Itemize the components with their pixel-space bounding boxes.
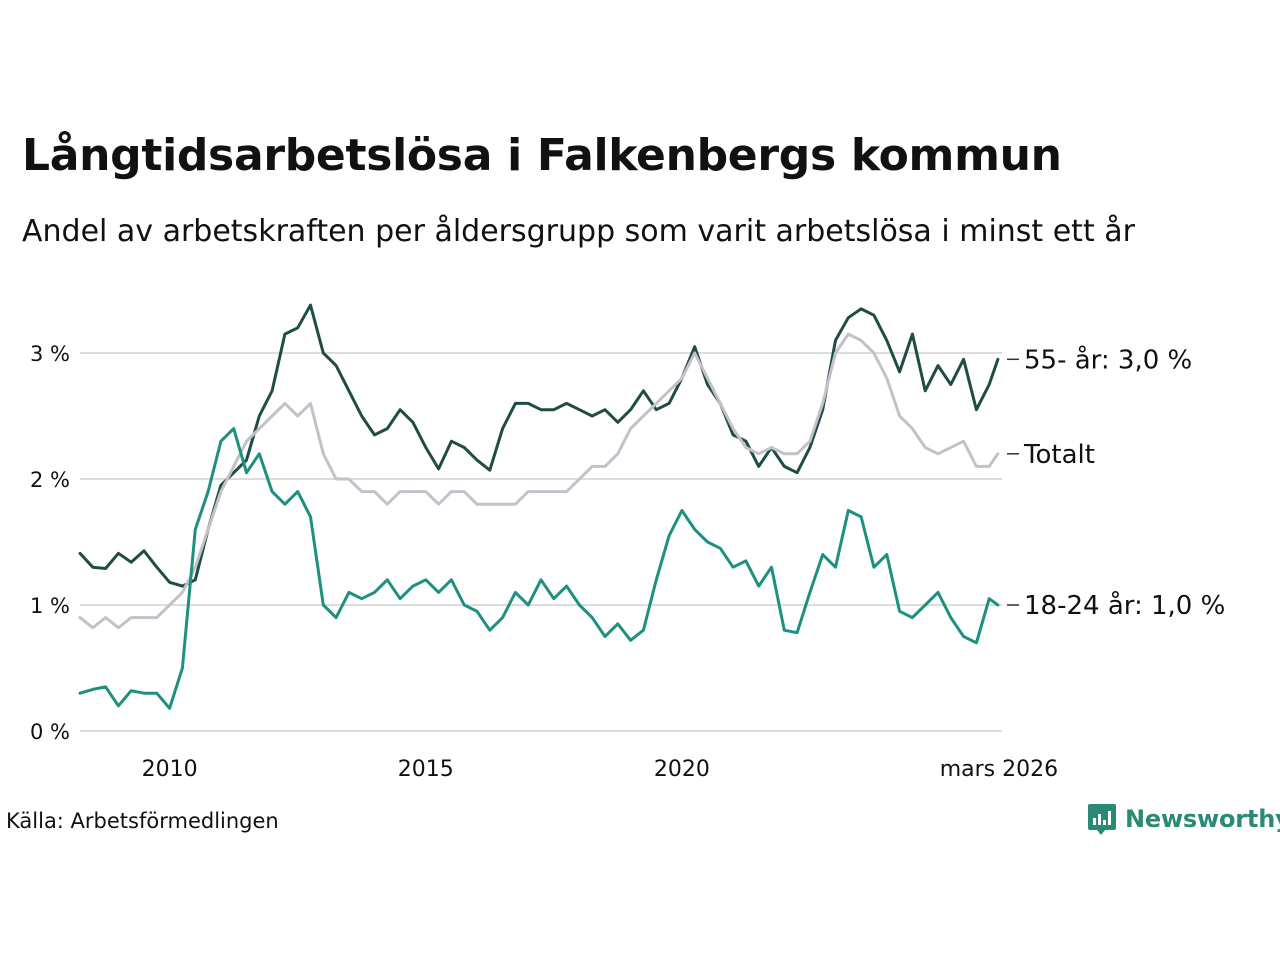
newsworthy-brand[interactable]: Newsworthy xyxy=(1087,802,1280,836)
source-label: Källa: Arbetsförmedlingen xyxy=(6,809,279,833)
series-line xyxy=(78,332,1000,630)
brand-name: Newsworthy xyxy=(1125,805,1280,833)
newsworthy-logo-icon xyxy=(1088,804,1116,835)
chart-title: Långtidsarbetslösa i Falkenbergs kommun xyxy=(22,130,1062,181)
series-line xyxy=(78,303,1000,588)
x-tick-label: 2010 xyxy=(142,757,198,782)
y-tick-label: 3 % xyxy=(30,342,70,366)
x-tick-label: 2015 xyxy=(398,757,454,782)
chart-subtitle: Andel av arbetskraften per åldersgrupp s… xyxy=(22,214,1135,249)
series-end-label: 18-24 år: 1,0 % xyxy=(1024,590,1225,621)
series-end-label: Totalt xyxy=(1023,440,1095,470)
x-tick-label: 2020 xyxy=(654,757,710,782)
y-tick-label: 2 % xyxy=(30,468,70,492)
y-tick-label: 0 % xyxy=(30,720,70,744)
series-end-label: 55- år: 3,0 % xyxy=(1024,344,1192,375)
series-line xyxy=(78,427,1000,710)
x-tick-label: mars 2026 xyxy=(940,757,1058,782)
y-tick-label: 1 % xyxy=(30,594,70,618)
